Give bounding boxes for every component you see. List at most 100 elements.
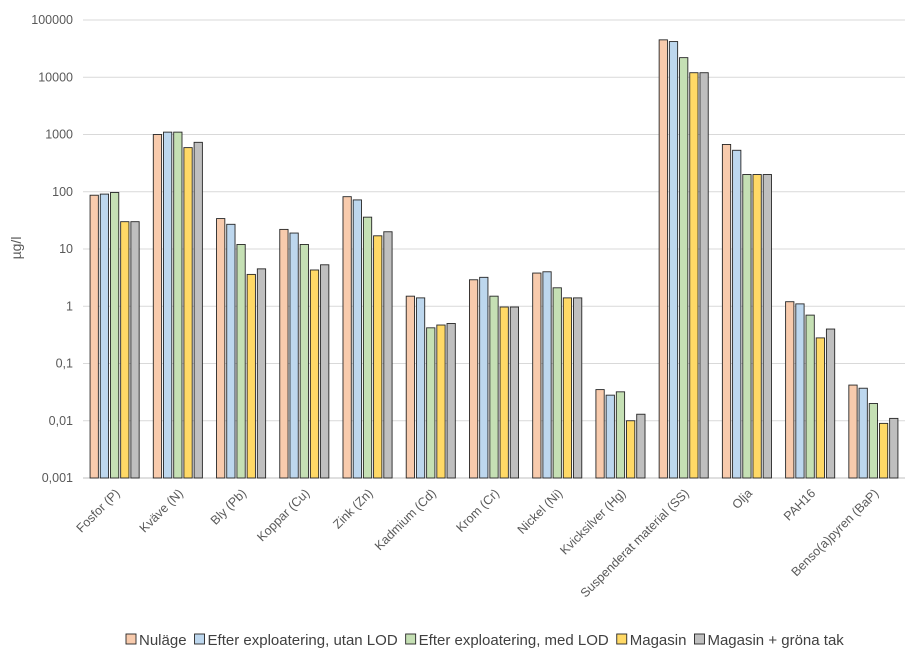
legend-label: Efter exploatering, med LOD [419, 632, 609, 649]
bar [152, 134, 163, 479]
bar [509, 306, 520, 479]
legend-label: Efter exploatering, utan LOD [208, 632, 398, 649]
bar [373, 235, 383, 479]
y-tick-label: 1000 [45, 128, 73, 142]
bar [320, 264, 330, 479]
x-tick-label: Olja [729, 486, 755, 512]
bar [552, 287, 562, 479]
bar [532, 272, 542, 479]
legend-swatch [194, 633, 205, 645]
bar [762, 174, 772, 479]
x-tick-label: Suspenderat material (SS) [578, 486, 692, 600]
bar [668, 41, 679, 479]
bar [626, 420, 636, 479]
bar [815, 337, 825, 479]
legend: Nuläge Efter exploatering, utan LOD Efter … [125, 632, 844, 649]
bar [732, 149, 742, 479]
bar [562, 297, 573, 479]
bar [446, 323, 456, 479]
bar [595, 389, 605, 479]
bar [99, 193, 110, 479]
legend-swatch [694, 633, 705, 645]
bar [309, 269, 320, 479]
y-tick-label: 0,001 [42, 471, 73, 485]
bar [489, 295, 499, 479]
bar [636, 413, 646, 479]
bar [699, 72, 709, 479]
x-tick-label: Koppar (Cu) [254, 486, 312, 544]
bar [689, 72, 699, 479]
bar [289, 232, 299, 479]
y-tick-label: 0,01 [49, 414, 73, 428]
x-tick-labels: Fosfor (P) Kväve (N) Bly (Pb) Koppar (Cu) Zi… [74, 486, 882, 600]
bar [658, 39, 668, 479]
legend-label: Magasin [630, 632, 687, 649]
legend-swatch [616, 633, 628, 645]
bar [110, 192, 120, 479]
legend-label: Nuläge [139, 632, 187, 649]
bar [436, 324, 446, 479]
bar [825, 328, 836, 479]
bar [256, 268, 267, 479]
bar [120, 221, 130, 479]
bar [130, 221, 140, 479]
bar [479, 276, 489, 479]
bar [573, 297, 583, 479]
bar [405, 295, 415, 479]
bar [173, 131, 183, 479]
bar [246, 273, 256, 479]
y-tick-label: 100 [52, 185, 73, 199]
bar [742, 174, 752, 479]
bar [236, 244, 246, 479]
bars [89, 39, 899, 479]
x-tick-label: Bly (Pb) [208, 486, 249, 527]
bar [352, 199, 362, 479]
bar [342, 196, 352, 479]
bar [499, 306, 509, 479]
bar [89, 194, 99, 479]
bar [163, 131, 173, 479]
y-tick-label: 10000 [38, 70, 73, 84]
bar [805, 314, 815, 479]
bar [889, 417, 899, 479]
bar [615, 391, 626, 479]
bar [605, 394, 615, 479]
y-axis-label: µg/l [8, 237, 24, 260]
y-tick-label: 1 [66, 299, 73, 313]
bar [415, 297, 426, 479]
y-tick-label: 100000 [31, 13, 73, 27]
bar [362, 216, 373, 479]
y-tick-label: 10 [59, 242, 73, 256]
bar [795, 303, 805, 479]
bar [542, 271, 552, 479]
x-tick-label: Kadmium (Cd) [372, 486, 439, 553]
bar [868, 403, 878, 479]
y-tick-labels: 0,001 0,01 0,1 1 10 100 1000 10000 100000 [31, 13, 73, 485]
legend-swatch [125, 633, 137, 645]
bar [878, 422, 889, 479]
x-tick-label: Kvicksilver (Hg) [557, 486, 628, 557]
bar [299, 244, 309, 479]
bar [279, 228, 289, 479]
bar [426, 327, 436, 479]
bar [858, 387, 868, 479]
bar [193, 141, 203, 479]
bar [226, 223, 236, 479]
x-tick-label: Nickel (Ni) [515, 486, 566, 537]
bar [469, 279, 479, 479]
bar [679, 57, 689, 479]
legend-label: Magasin + gröna tak [707, 632, 844, 649]
x-tick-label: Kväve (N) [137, 486, 186, 535]
y-tick-label: 0,1 [56, 357, 73, 371]
bar [785, 301, 795, 479]
x-tick-label: Krom (Cr) [453, 486, 502, 535]
bar [752, 174, 762, 479]
bar [183, 147, 193, 479]
bar [721, 144, 732, 479]
bar [848, 384, 858, 479]
x-tick-label: Zink (Zn) [330, 486, 375, 531]
legend-swatch [405, 633, 417, 645]
x-tick-label: Fosfor (P) [74, 486, 123, 535]
